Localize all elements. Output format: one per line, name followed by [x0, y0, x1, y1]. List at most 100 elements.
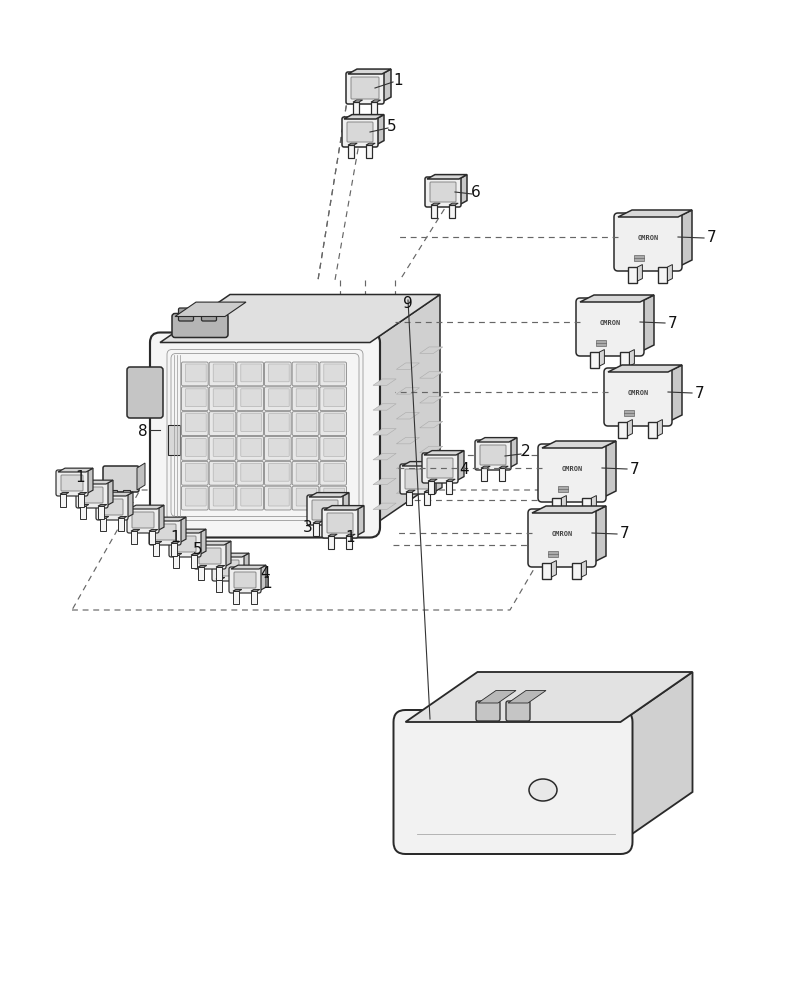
Polygon shape	[561, 496, 566, 512]
FancyBboxPatch shape	[213, 364, 234, 382]
Text: 1: 1	[170, 530, 179, 546]
Bar	[623, 410, 633, 416]
Bar	[234, 579, 240, 592]
Bar	[620, 352, 629, 368]
Polygon shape	[590, 496, 595, 512]
FancyBboxPatch shape	[127, 367, 163, 418]
Polygon shape	[224, 541, 230, 567]
FancyBboxPatch shape	[430, 182, 456, 202]
Polygon shape	[480, 466, 490, 468]
Text: OMRON: OMRON	[599, 320, 620, 326]
Bar	[542, 563, 551, 579]
Polygon shape	[78, 492, 87, 494]
Text: 7: 7	[706, 231, 716, 245]
FancyBboxPatch shape	[292, 412, 319, 436]
FancyBboxPatch shape	[324, 488, 344, 506]
FancyBboxPatch shape	[311, 500, 337, 520]
FancyBboxPatch shape	[209, 436, 235, 460]
FancyBboxPatch shape	[393, 710, 632, 854]
FancyBboxPatch shape	[292, 486, 319, 510]
Polygon shape	[328, 534, 337, 536]
FancyBboxPatch shape	[268, 438, 289, 456]
Polygon shape	[345, 534, 354, 536]
Polygon shape	[591, 506, 605, 563]
FancyBboxPatch shape	[241, 364, 261, 382]
Polygon shape	[419, 397, 442, 403]
Polygon shape	[341, 493, 349, 523]
FancyBboxPatch shape	[264, 486, 291, 510]
Polygon shape	[627, 420, 632, 436]
FancyBboxPatch shape	[150, 332, 380, 538]
Text: 2: 2	[521, 444, 530, 460]
Polygon shape	[406, 490, 414, 492]
Bar	[118, 518, 124, 531]
FancyBboxPatch shape	[296, 488, 316, 506]
FancyBboxPatch shape	[268, 488, 289, 506]
Bar	[353, 102, 358, 115]
FancyBboxPatch shape	[148, 519, 181, 545]
FancyBboxPatch shape	[307, 495, 342, 525]
FancyBboxPatch shape	[292, 461, 319, 485]
Polygon shape	[677, 210, 691, 267]
FancyBboxPatch shape	[346, 122, 372, 142]
FancyBboxPatch shape	[237, 362, 264, 386]
Bar	[60, 494, 66, 507]
Polygon shape	[667, 365, 681, 422]
Text: 9: 9	[402, 296, 412, 310]
Polygon shape	[171, 529, 206, 533]
FancyBboxPatch shape	[241, 463, 261, 481]
Polygon shape	[531, 506, 605, 513]
FancyBboxPatch shape	[174, 536, 195, 552]
Polygon shape	[372, 404, 396, 410]
Polygon shape	[639, 295, 653, 352]
FancyBboxPatch shape	[292, 436, 319, 460]
Polygon shape	[419, 347, 442, 353]
Polygon shape	[458, 175, 466, 205]
Polygon shape	[372, 453, 396, 460]
Bar	[431, 205, 436, 218]
FancyBboxPatch shape	[229, 567, 260, 593]
Polygon shape	[353, 100, 363, 102]
Polygon shape	[171, 541, 179, 543]
Polygon shape	[657, 420, 662, 436]
Polygon shape	[151, 517, 186, 521]
FancyBboxPatch shape	[56, 470, 88, 496]
Polygon shape	[160, 294, 440, 342]
Bar	[423, 492, 430, 505]
Polygon shape	[230, 565, 266, 569]
FancyBboxPatch shape	[234, 572, 255, 588]
Bar	[216, 567, 221, 580]
Polygon shape	[137, 463, 145, 490]
Bar	[648, 422, 657, 438]
FancyBboxPatch shape	[213, 389, 234, 407]
FancyBboxPatch shape	[320, 486, 346, 510]
FancyBboxPatch shape	[182, 387, 208, 411]
Polygon shape	[175, 302, 246, 316]
FancyBboxPatch shape	[213, 414, 234, 432]
FancyBboxPatch shape	[268, 364, 289, 382]
Polygon shape	[427, 175, 466, 179]
Text: 4: 4	[459, 462, 468, 478]
FancyBboxPatch shape	[185, 414, 206, 432]
Polygon shape	[419, 471, 442, 478]
FancyBboxPatch shape	[264, 412, 291, 436]
FancyBboxPatch shape	[182, 436, 208, 460]
Polygon shape	[371, 100, 380, 102]
FancyBboxPatch shape	[76, 482, 108, 508]
Polygon shape	[259, 565, 266, 591]
Polygon shape	[607, 365, 681, 372]
Polygon shape	[118, 516, 127, 518]
FancyBboxPatch shape	[324, 389, 344, 407]
Polygon shape	[178, 517, 186, 543]
FancyBboxPatch shape	[296, 463, 316, 481]
Polygon shape	[199, 529, 206, 555]
FancyBboxPatch shape	[424, 177, 461, 207]
FancyBboxPatch shape	[209, 412, 235, 436]
FancyBboxPatch shape	[212, 555, 243, 581]
Polygon shape	[191, 553, 200, 555]
Polygon shape	[216, 565, 225, 567]
Bar	[406, 492, 411, 505]
Polygon shape	[98, 492, 133, 496]
FancyBboxPatch shape	[237, 412, 264, 436]
Text: 3: 3	[303, 520, 312, 536]
